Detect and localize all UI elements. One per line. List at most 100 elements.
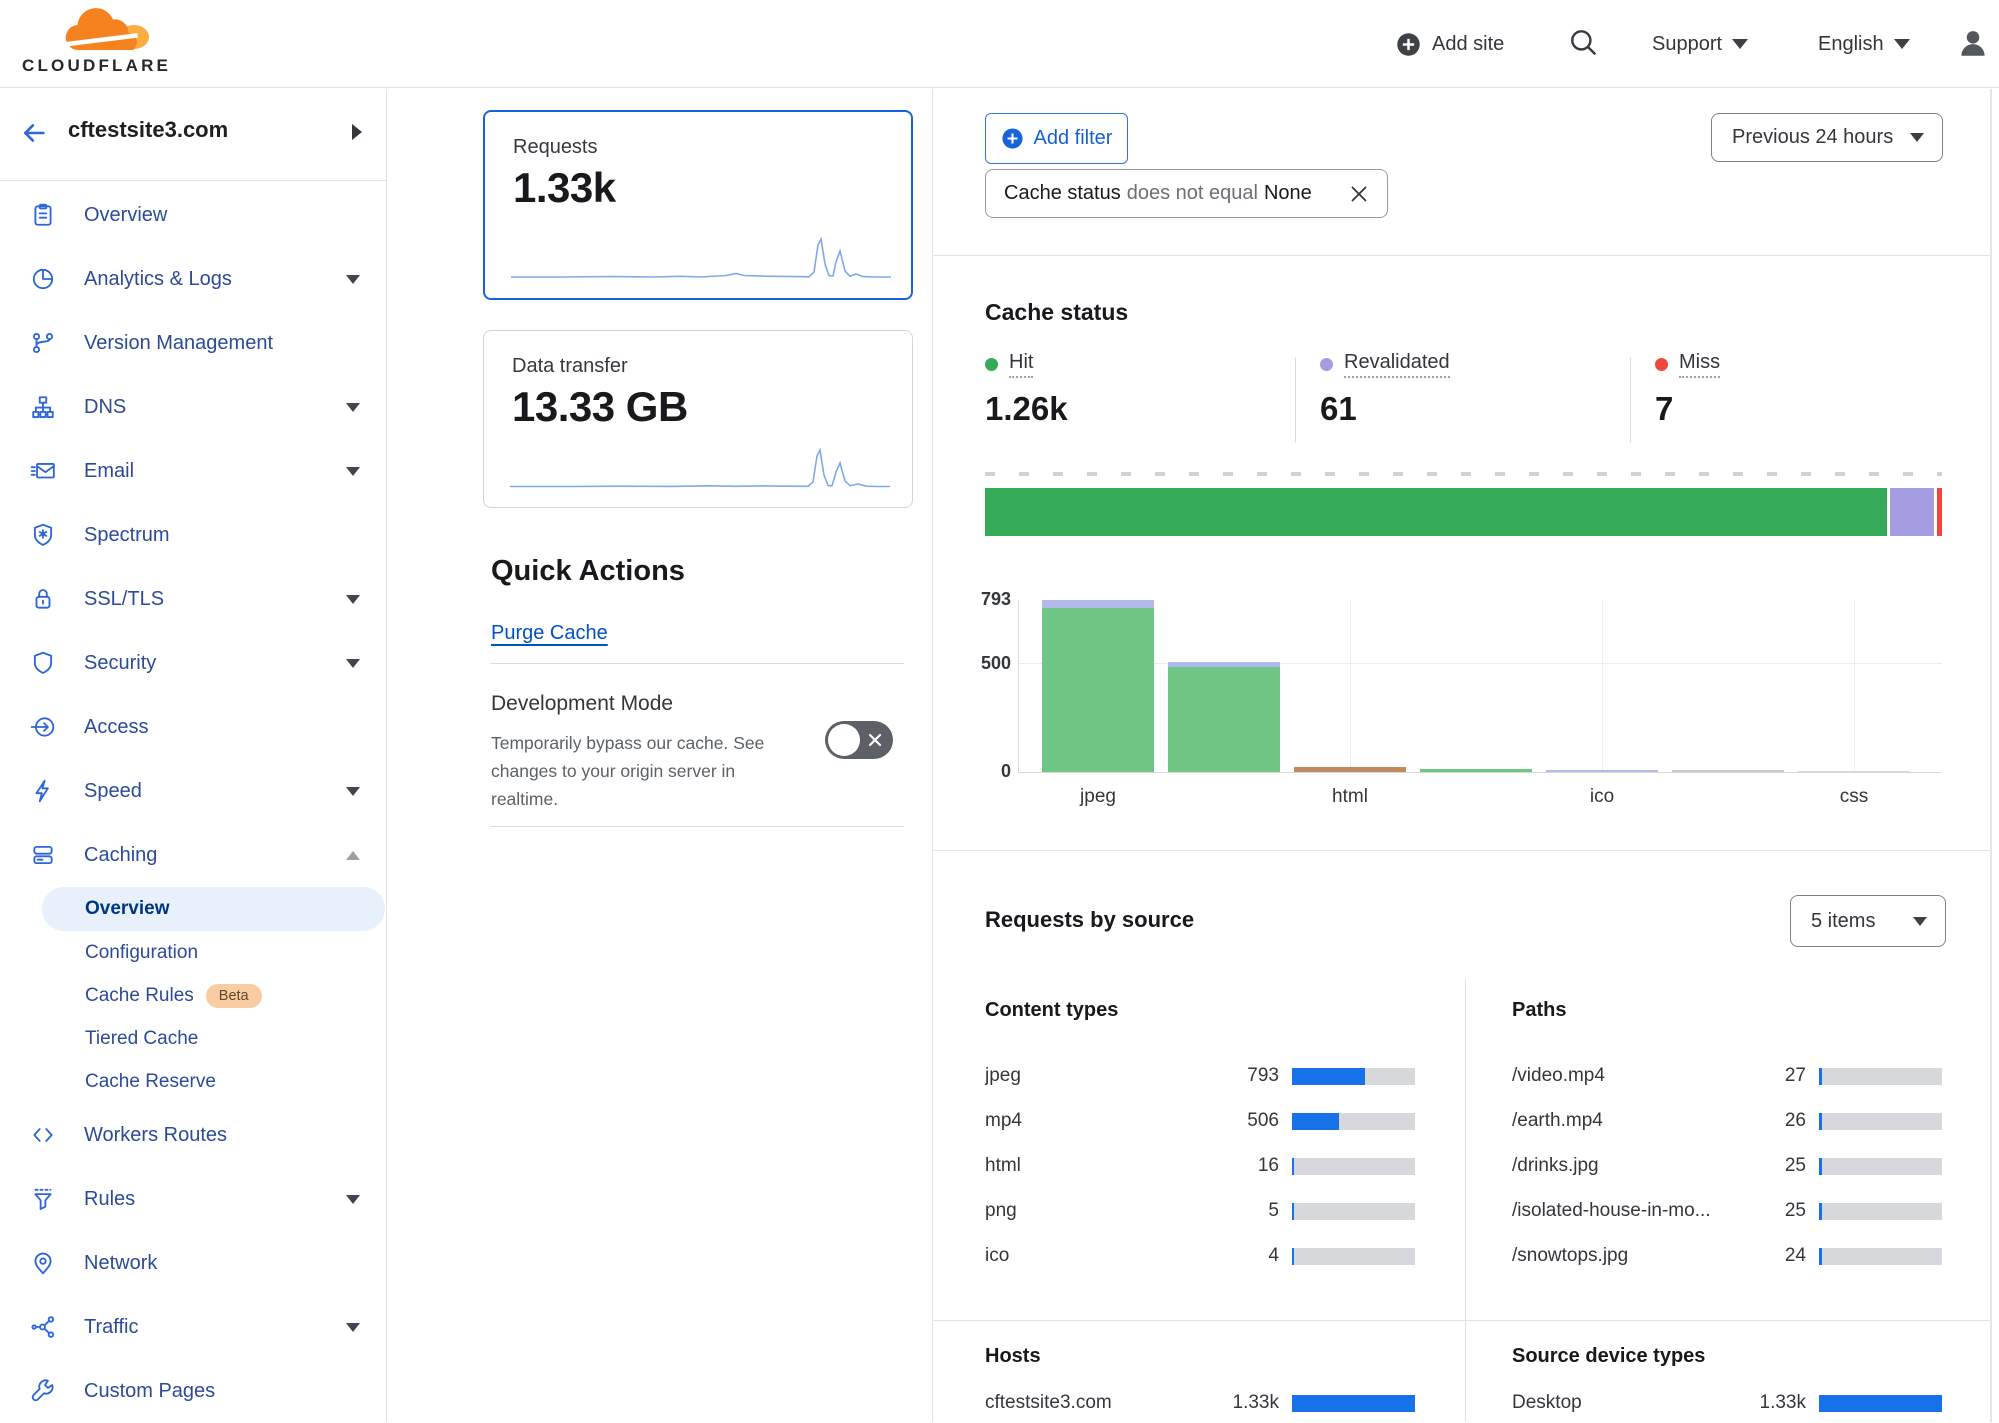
sidebar-item-label: Security xyxy=(84,652,156,675)
scrollbar-track[interactable] xyxy=(1990,89,1992,1422)
hit-value: 1.26k xyxy=(985,390,1275,428)
chart-bar-mp4[interactable] xyxy=(1168,662,1280,772)
chevron-down-icon xyxy=(346,467,360,476)
time-range-value: Previous 24 hours xyxy=(1732,126,1893,149)
add-filter-button[interactable]: Add filter xyxy=(985,113,1128,164)
hit-segment xyxy=(1042,608,1154,772)
sidebar-subitem-label: Tiered Cache xyxy=(85,1028,198,1050)
data-transfer-metric-card[interactable]: Data transfer 13.33 GB xyxy=(483,330,913,508)
sidebar-item-traffic[interactable]: Traffic xyxy=(0,1295,386,1359)
stat-miss-legend[interactable]: Miss xyxy=(1655,351,1945,378)
toggle-off-x-icon xyxy=(866,731,884,749)
support-menu[interactable]: Support xyxy=(1652,28,1748,60)
sidebar-item-dns[interactable]: DNS xyxy=(0,375,386,439)
row-label: /isolated-house-in-mo... xyxy=(1512,1200,1734,1222)
add-site-button[interactable]: Add site xyxy=(1395,28,1504,60)
sidebar-item-label: DNS xyxy=(84,396,126,419)
sidebar-item-speed[interactable]: Speed xyxy=(0,759,386,823)
filter-chip-cache-status[interactable]: Cache status does not equal None xyxy=(985,169,1388,218)
sidebar-item-ssl-tls[interactable]: SSL/TLS xyxy=(0,567,386,631)
sidebar-item-workers-routes[interactable]: Workers Routes xyxy=(0,1103,386,1167)
analytics-panel: Add filter Cache status does not equal N… xyxy=(933,89,1999,1422)
cloudflare-logo[interactable]: CLOUDFLARE xyxy=(22,4,192,84)
miss-value: 7 xyxy=(1655,390,1945,428)
sidebar-item-overview[interactable]: Overview xyxy=(0,183,386,247)
add-site-label: Add site xyxy=(1432,33,1504,56)
revalidated-share-segment[interactable] xyxy=(1890,488,1934,536)
miss-share-segment[interactable] xyxy=(1937,488,1942,536)
divider xyxy=(933,255,1990,256)
items-count-select[interactable]: 5 items xyxy=(1790,895,1946,947)
clipboard-icon xyxy=(30,202,56,228)
site-switcher[interactable]: cftestsite3.com xyxy=(0,89,386,181)
stat-revalidated-legend[interactable]: Revalidated xyxy=(1320,351,1610,378)
x-tick-html: html xyxy=(1294,786,1406,808)
hit-share-segment[interactable] xyxy=(985,488,1887,536)
divider xyxy=(1630,357,1631,443)
data-transfer-card-value: 13.33 GB xyxy=(512,383,912,431)
revalidated-value: 61 xyxy=(1320,390,1610,428)
development-mode-toggle[interactable] xyxy=(825,721,893,759)
sidebar-subitem-caching-overview[interactable]: Overview xyxy=(42,887,385,931)
path-row: /snowtops.jpg 24 xyxy=(1512,1236,1942,1276)
sidebar-subitem-configuration[interactable]: Configuration xyxy=(0,931,386,974)
branch-icon xyxy=(30,330,56,356)
caret-down-icon xyxy=(1732,39,1748,49)
x-tick-jpeg: jpeg xyxy=(1042,786,1154,808)
sidebar-subitem-cache-reserve[interactable]: Cache Reserve xyxy=(0,1060,386,1103)
row-bar xyxy=(1819,1395,1942,1412)
chart-bar-jpeg[interactable] xyxy=(1042,600,1154,772)
purge-cache-link[interactable]: Purge Cache xyxy=(491,622,608,645)
sidebar-item-caching[interactable]: Caching xyxy=(0,823,386,887)
requests-metric-card[interactable]: Requests 1.33k xyxy=(483,110,913,300)
sidebar-item-network[interactable]: Network xyxy=(0,1231,386,1295)
chevron-down-icon xyxy=(346,595,360,604)
row-bar xyxy=(1292,1395,1415,1412)
add-filter-label: Add filter xyxy=(1034,127,1113,150)
sidebar-item-analytics-logs[interactable]: Analytics & Logs xyxy=(0,247,386,311)
search-icon[interactable] xyxy=(1568,27,1600,59)
sidebar-subitem-tiered-cache[interactable]: Tiered Cache xyxy=(0,1017,386,1060)
chevron-down-icon xyxy=(346,275,360,284)
sidebar-item-email[interactable]: Email xyxy=(0,439,386,503)
filter-value: None xyxy=(1264,182,1312,205)
sidebar-subitem-cache-rules[interactable]: Cache Rules Beta xyxy=(0,974,386,1017)
row-label: /snowtops.jpg xyxy=(1512,1245,1734,1267)
sidebar-item-access[interactable]: Access xyxy=(0,695,386,759)
row-bar xyxy=(1819,1158,1942,1175)
chevron-right-icon xyxy=(352,124,362,140)
top-header: CLOUDFLARE Add site Support English xyxy=(0,0,1999,88)
cache-status-title: Cache status xyxy=(985,299,1128,326)
sidebar-item-security[interactable]: Security xyxy=(0,631,386,695)
path-row: /drinks.jpg 25 xyxy=(1512,1146,1942,1186)
back-arrow-icon[interactable] xyxy=(20,119,48,147)
support-label: Support xyxy=(1652,33,1722,56)
x-tick-css: css xyxy=(1798,786,1910,808)
language-menu[interactable]: English xyxy=(1818,28,1910,60)
chevron-down-icon xyxy=(346,403,360,412)
row-label: /video.mp4 xyxy=(1512,1065,1734,1087)
chevron-down-icon xyxy=(346,659,360,668)
content-types-header: Content types xyxy=(985,999,1118,1022)
sidebar-item-custom-pages[interactable]: Custom Pages xyxy=(0,1359,386,1423)
content-type-row: mp4 506 xyxy=(985,1101,1415,1141)
row-value: 16 xyxy=(1207,1155,1279,1177)
row-label: /earth.mp4 xyxy=(1512,1110,1734,1132)
x-tick-ico: ico xyxy=(1546,786,1658,808)
sidebar-item-spectrum[interactable]: Spectrum xyxy=(0,503,386,567)
time-range-select[interactable]: Previous 24 hours xyxy=(1711,113,1943,162)
row-label: png xyxy=(985,1200,1207,1222)
stat-revalidated: Revalidated 61 xyxy=(1320,351,1610,428)
plus-circle-icon xyxy=(1395,31,1422,58)
user-icon[interactable] xyxy=(1956,26,1990,60)
requests-card-value: 1.33k xyxy=(513,164,911,212)
row-bar xyxy=(1819,1113,1942,1130)
sidebar-item-version-management[interactable]: Version Management xyxy=(0,311,386,375)
sidebar-item-rules[interactable]: Rules xyxy=(0,1167,386,1231)
sidebar-subitem-label: Overview xyxy=(85,898,170,920)
chevron-down-icon xyxy=(346,1195,360,1204)
close-icon[interactable] xyxy=(1347,182,1371,206)
stat-hit-legend[interactable]: Hit xyxy=(985,351,1275,378)
hosts-header: Hosts xyxy=(985,1345,1041,1368)
row-label: /drinks.jpg xyxy=(1512,1155,1734,1177)
